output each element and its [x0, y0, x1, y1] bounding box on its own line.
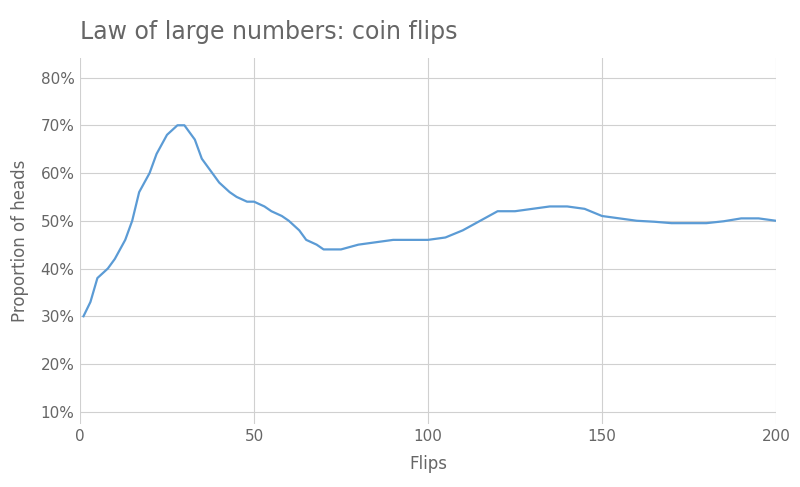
Y-axis label: Proportion of heads: Proportion of heads [11, 160, 30, 322]
Text: Law of large numbers: coin flips: Law of large numbers: coin flips [80, 20, 458, 44]
X-axis label: Flips: Flips [409, 455, 447, 473]
